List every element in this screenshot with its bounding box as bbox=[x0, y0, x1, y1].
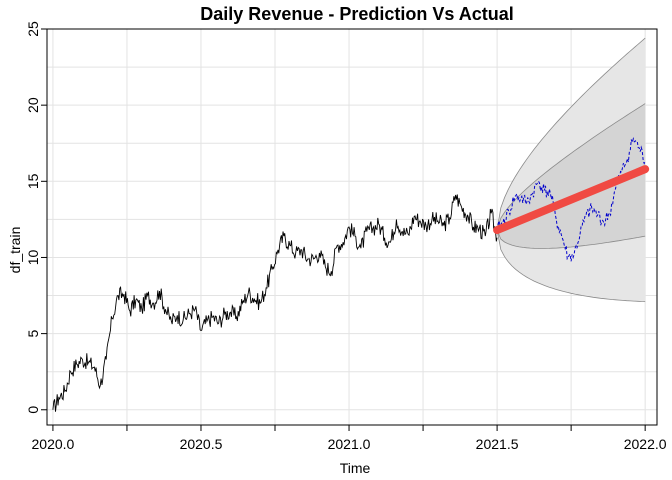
x-axis-label: Time bbox=[340, 460, 371, 476]
y-tick-label: 25 bbox=[25, 21, 41, 37]
y-tick-label: 20 bbox=[25, 97, 41, 113]
band-95-lower-edge bbox=[496, 229, 646, 302]
y-axis: 0 5 10 15 20 25 bbox=[25, 21, 47, 414]
x-tick-label: 2020.0 bbox=[32, 436, 75, 452]
y-tick-label: 5 bbox=[25, 330, 41, 338]
x-tick-label: 2022.0 bbox=[624, 436, 667, 452]
band-80-lower-edge bbox=[496, 229, 646, 249]
chart-title: Daily Revenue - Prediction Vs Actual bbox=[200, 4, 513, 24]
series-train-line bbox=[52, 194, 498, 412]
y-tick-label: 15 bbox=[25, 173, 41, 189]
band-95-upper-edge bbox=[496, 37, 646, 231]
y-axis-label: df_train bbox=[7, 227, 23, 274]
x-axis: 2020.0 2020.5 2021.0 2021.5 2022.0 bbox=[32, 424, 667, 452]
series-lines bbox=[52, 136, 650, 412]
y-tick-label: 0 bbox=[25, 406, 41, 414]
x-tick-label: 2020.5 bbox=[180, 436, 223, 452]
forecast-mean-line bbox=[493, 165, 650, 235]
band-80-upper-edge bbox=[496, 103, 646, 231]
x-tick-label: 2021.0 bbox=[328, 436, 371, 452]
y-tick-label: 10 bbox=[25, 249, 41, 265]
series-actual-line bbox=[496, 136, 646, 262]
x-tick-label: 2021.5 bbox=[476, 436, 519, 452]
